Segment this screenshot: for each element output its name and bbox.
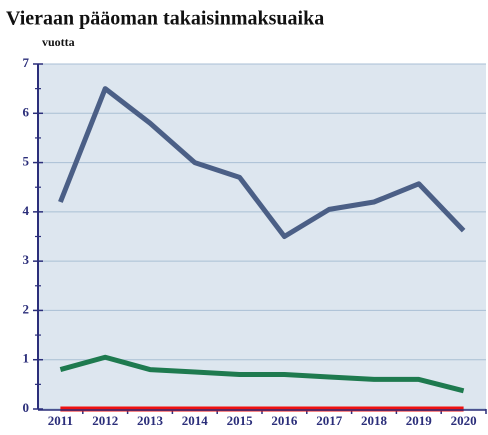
x-tick-label: 2017	[316, 413, 343, 428]
y-tick-label: 0	[23, 400, 30, 415]
y-axis-label: vuotta	[42, 35, 75, 49]
x-tick-label: 2011	[48, 413, 73, 428]
y-tick-label: 4	[23, 203, 30, 218]
y-tick-label: 5	[23, 154, 30, 169]
y-tick-label: 2	[23, 301, 30, 316]
y-tick-label: 7	[23, 55, 30, 70]
x-tick-label: 2013	[137, 413, 164, 428]
x-tick-label: 2020	[451, 413, 477, 428]
chart-title: Vieraan pääoman takaisinmaksuaika	[6, 8, 324, 30]
x-tick-label: 2015	[227, 413, 254, 428]
y-tick-label: 6	[23, 104, 30, 119]
data-line	[59, 354, 465, 394]
x-tick-label: 2012	[92, 413, 118, 428]
x-tick-label: 2016	[271, 413, 298, 428]
y-tick-label: 3	[23, 252, 30, 267]
plot-background	[38, 64, 486, 409]
y-tick-label: 1	[23, 351, 30, 366]
x-tick-label: 2018	[361, 413, 388, 428]
data-line	[58, 86, 466, 239]
x-tick-label: 2014	[182, 413, 209, 428]
x-tick-label: 2019	[406, 413, 433, 428]
